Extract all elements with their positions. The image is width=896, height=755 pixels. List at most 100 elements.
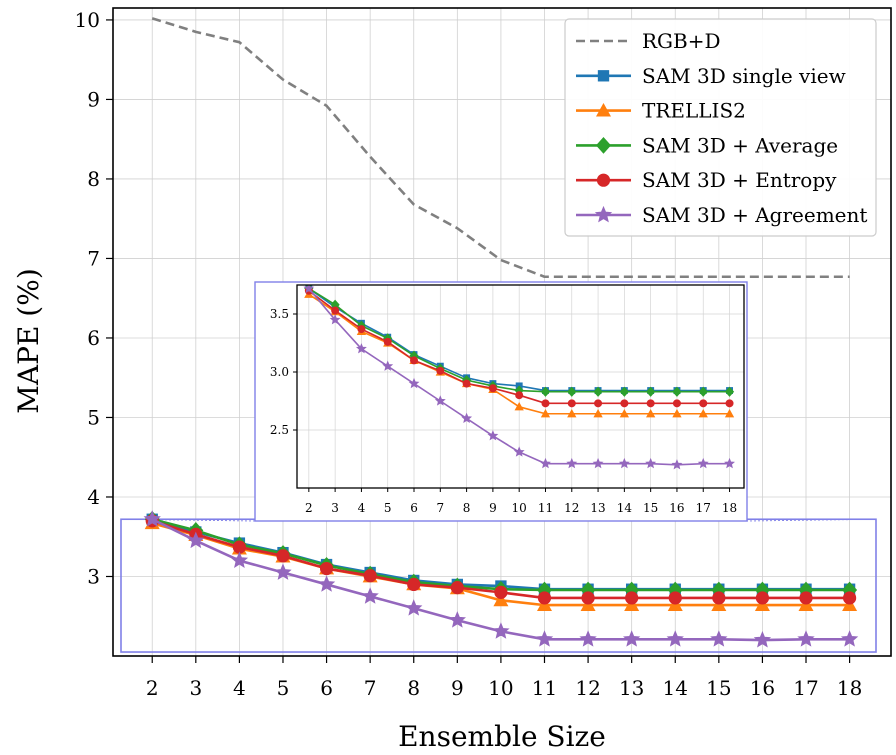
data-point-sam-3d-entropy [488,384,497,393]
inset-grid [297,285,744,488]
x-tick-label: 7 [364,676,377,700]
y-axis-label: MAPE (%) [12,268,45,414]
data-point-sam-3d-agreement [724,457,735,469]
data-point-sam-3d-agreement [382,360,394,371]
data-point-sam-3d-agreement [187,531,205,549]
data-point-sam-3d-entropy [581,591,595,605]
data-point-sam-3d-entropy [541,399,550,408]
data-point-sam-3d-entropy [410,356,419,365]
legend-item-rgb-d: RGB+D [576,29,721,53]
x-axis-label: Ensemble Size [398,720,606,753]
data-point-trellis2 [672,408,682,418]
data-point-sam-3d-agreement [579,630,597,647]
legend-marker-square [597,70,610,82]
data-point-sam-3d-entropy [494,585,508,599]
data-point-sam-3d-entropy [357,325,366,334]
data-point-sam-3d-entropy [383,337,392,346]
x-tick-label: 5 [277,676,290,700]
data-point-sam-3d-entropy [462,379,471,388]
data-point-sam-3d-entropy [331,306,340,315]
data-point-sam-3d-agreement [710,630,728,647]
x-tick-label: 2 [146,676,159,700]
inset-x-tick-label: 2 [305,501,313,515]
data-point-sam-3d-agreement [566,457,578,469]
data-point-sam-3d-agreement [513,446,525,457]
data-point-sam-3d-agreement [405,599,423,616]
inset-x-tick-label: 10 [512,501,527,515]
legend-item-sam-3d-single-view: SAM 3D single view [576,64,846,88]
inset-zoom: 2 3 4 5 6 7 8 9 10 11 12 13 14 15 16 17 18 2.5 3.0 3.5 [254,281,748,522]
x-tick-label: 11 [532,676,557,700]
data-point-sam-3d-agreement [753,630,772,648]
x-tick-label: 12 [575,676,600,700]
x-tick-label: 4 [233,676,246,700]
data-point-sam-3d-agreement [230,551,249,568]
data-point-sam-3d-agreement [317,575,336,592]
data-point-sam-3d-entropy [799,591,813,605]
data-point-sam-3d-agreement [448,611,466,628]
inset-x-tick-label: 3 [331,501,339,515]
data-point-trellis2 [646,408,656,418]
data-point-trellis2 [593,408,603,418]
y-tick-label: 3 [87,564,100,588]
data-point-sam-3d-agreement [434,395,446,406]
data-point-sam-3d-agreement [143,510,161,527]
inset-series [303,285,735,470]
data-point-sam-3d-agreement [840,630,859,647]
legend-marker-circle [596,173,611,187]
legend-frame [564,18,877,237]
y-tick-label: 5 [87,405,100,429]
data-point-sam-3d-entropy [625,591,639,605]
x-tick-label: 17 [793,676,818,700]
inset-x-tick-label: 8 [463,501,471,515]
data-point-sam-3d-agreement [540,457,551,469]
data-point-sam-3d-agreement [592,457,604,469]
series-sam-3d-agreement [143,510,859,648]
data-point-sam-3d-agreement [303,285,315,294]
data-point-sam-3d-agreement [361,587,379,604]
data-point-sam-3d-average [619,386,629,397]
data-point-sam-3d-agreement [329,314,341,325]
legend-label: SAM 3D + Average [642,133,838,157]
data-point-sam-3d-entropy [620,399,629,408]
data-point-sam-3d-agreement [355,343,367,354]
x-tick-label: 3 [189,676,202,700]
x-tick-label: 18 [837,676,862,700]
inset-x-tick-label: 17 [696,501,711,515]
data-point-sam-3d-entropy [407,577,421,592]
y-tick-label: 4 [87,485,100,509]
inset-x-tick-label: 7 [436,501,444,515]
data-point-sam-3d-entropy [436,366,445,375]
data-point-sam-3d-entropy [646,399,655,408]
data-point-sam-3d-agreement [461,412,473,424]
plot-frame [112,7,892,657]
data-point-sam-3d-entropy [363,569,377,583]
series-sam-3d-entropy-inset [304,286,734,408]
data-point-sam-3d-entropy [755,591,770,605]
inset-x-tick-label: 13 [590,501,605,515]
inset-x-tick-label: 16 [669,501,684,515]
series-line-rgb-d [151,17,850,279]
x-tick-label: 6 [320,676,333,700]
y-tick-label: 6 [87,326,100,350]
data-point-sam-3d-agreement [535,630,554,647]
data-point-sam-3d-entropy [567,399,576,408]
inset-ticks: 2 3 4 5 6 7 8 9 10 11 12 13 14 15 16 17 18 2.5 3.0 3.5 [270,307,737,515]
series-sam-3d-agreement-inset [303,285,735,470]
legend-label: SAM 3D + Agreement [642,203,867,227]
data-point-sam-3d-average [646,386,656,397]
data-point-sam-3d-entropy [725,399,734,408]
data-point-trellis2 [493,592,509,607]
data-point-sam-3d-agreement [618,457,630,469]
zoom-connector [746,518,877,522]
data-point-sam-3d-average [672,386,682,397]
data-point-sam-3d-average [567,386,577,397]
inset-x-tick-label: 4 [358,501,366,515]
legend-marker-diamond [595,137,612,154]
legend: RGB+D SAM 3D single view TRELLIS2 SAM 3D + … [564,18,877,237]
main-ticks: 2 3 4 5 6 7 8 9 10 11 12 13 14 15 16 17 18 3 4 5 6 7 8 9 10 [75,8,863,700]
legend-label: TRELLIS2 [642,99,746,123]
x-tick-label: 15 [706,676,731,700]
inset-x-tick-label: 6 [410,501,418,515]
